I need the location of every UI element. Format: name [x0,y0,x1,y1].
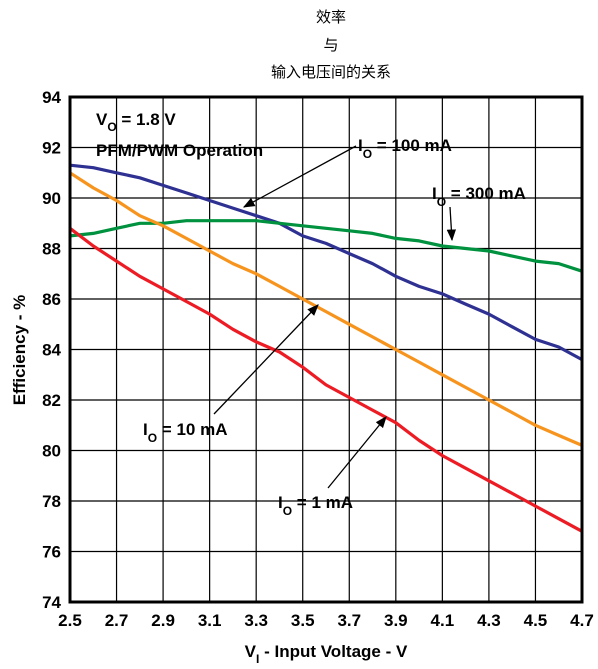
x-tick-label: 2.5 [58,611,82,630]
x-tick-label: 3.5 [291,611,315,630]
title-line-2: 与 [323,36,338,54]
label-io-1ma: IO = 1 mA [278,493,353,518]
x-tick-label: 2.7 [105,611,129,630]
x-tick-labels: 2.5 2.7 2.9 3.1 3.3 3.5 3.7 3.9 4.1 4.3 4.5 4.7 [58,611,594,630]
y-tick-label: 80 [42,442,61,461]
arrow-io-10ma [213,304,319,415]
grid [69,96,583,603]
condition-vout: VO = 1.8 V [96,110,176,134]
condition-mode: PFM/PWM Operation [96,141,263,160]
plot-frame [68,95,584,604]
title-line-1: 效率 [316,8,346,26]
y-axis-label: Efficiency - % [10,295,29,406]
series-line-io-10ma [69,171,583,447]
label-io-100ma: IO = 100 mA [358,136,452,161]
y-tick-label: 76 [42,543,61,562]
series-lines [69,163,583,533]
series-line-io-100ma [69,163,583,362]
y-tick-label: 84 [42,341,61,360]
y-tick-label: 82 [42,391,61,410]
x-tick-label: 4.7 [570,611,594,630]
title-line-3: 输入电压间的关系 [271,63,391,81]
x-tick-label: 3.7 [337,611,361,630]
label-io-300ma: IO = 300 mA [432,184,526,209]
axis-labels: VI - Input Voltage - V Efficiency - % [10,295,408,666]
x-tick-label: 3.1 [198,611,222,630]
arrow-io-1ma [327,416,387,489]
y-tick-labels: 74 76 78 80 82 84 86 88 90 92 94 [42,88,61,612]
series-line-io-1ma [69,227,583,533]
x-tick-label: 4.5 [524,611,548,630]
x-tick-label: 4.1 [431,611,455,630]
y-tick-label: 90 [42,189,61,208]
x-axis-label: VI - Input Voltage - V [245,642,408,666]
x-tick-label: 3.3 [244,611,268,630]
label-io-10ma: IO = 10 mA [143,420,227,445]
x-tick-label: 2.9 [151,611,175,630]
y-tick-label: 86 [42,290,61,309]
arrow-io-300ma [446,206,457,242]
y-tick-label: 74 [42,593,61,612]
y-tick-label: 88 [42,240,61,259]
y-tick-label: 92 [42,139,61,158]
x-tick-label: 3.9 [384,611,408,630]
series-line-io-300ma [69,219,583,273]
x-tick-label: 4.3 [477,611,501,630]
arrow-io-100ma [242,145,357,208]
y-tick-label: 78 [42,492,61,511]
y-tick-label: 94 [42,88,61,107]
annotations: VO = 1.8 V PFM/PWM Operation IO = 100 mA IO… [96,110,526,518]
